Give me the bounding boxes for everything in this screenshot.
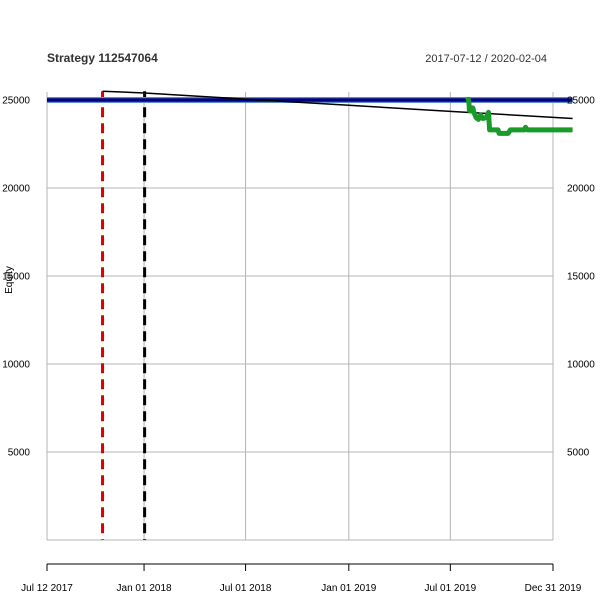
x-tick-label: Jul 01 2018 <box>220 583 272 594</box>
date-range: 2017-07-12 / 2020-02-04 <box>425 53 547 65</box>
x-tick-label: Jan 01 2018 <box>117 583 172 594</box>
y-tick-label-left: 15000 <box>2 272 30 283</box>
y-tick-label-right: 25000 <box>567 96 595 107</box>
y-axis-ticks: 5000 5000 10000 10000 15000 15000 20000 20000 25… <box>2 96 595 459</box>
x-tick-label: Dec 31 2019 <box>525 583 582 594</box>
vertical-markers <box>101 91 147 540</box>
series-lines <box>47 90 573 136</box>
y-tick-label-left: 10000 <box>2 360 30 371</box>
y-axis-label: Equity <box>4 266 15 294</box>
chart-title: Strategy 112547064 <box>47 51 158 65</box>
y-tick-label-right: 15000 <box>567 272 595 283</box>
x-tick-label: Jan 01 2019 <box>321 583 376 594</box>
y-tick-label-right: 20000 <box>567 184 595 195</box>
x-tick-label: Jul 12 2017 <box>21 583 73 594</box>
y-tick-label-left: 20000 <box>2 184 30 195</box>
y-tick-label-right: 5000 <box>567 448 590 459</box>
y-tick-label-left: 5000 <box>8 448 31 459</box>
y-tick-label-left: 25000 <box>2 96 30 107</box>
x-axis: Jul 12 2017 Jan 01 2018 Jul 01 2018 Jan 01 … <box>21 563 582 594</box>
series-line-2 <box>465 96 573 136</box>
x-tick-label: Jul 01 2019 <box>424 583 476 594</box>
gridlines <box>46 92 554 541</box>
series-line-1 <box>102 90 573 120</box>
y-tick-label-right: 10000 <box>567 360 595 371</box>
